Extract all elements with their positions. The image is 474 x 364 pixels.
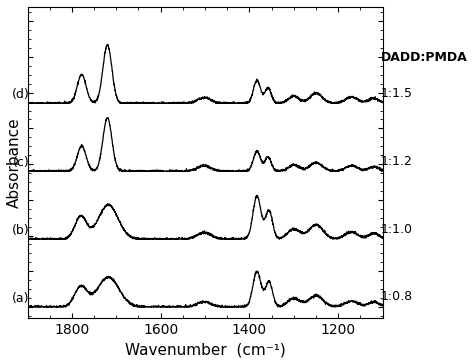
Text: 1:0.8: 1:0.8 [380, 290, 412, 303]
Text: 1:1.0: 1:1.0 [380, 222, 412, 236]
X-axis label: Wavenumber  (cm⁻¹): Wavenumber (cm⁻¹) [125, 342, 285, 357]
Text: 1:1.2: 1:1.2 [380, 155, 412, 168]
Y-axis label: Absorbance: Absorbance [7, 117, 22, 207]
Text: (a): (a) [12, 292, 30, 305]
Text: (b): (b) [12, 224, 30, 237]
Text: (d): (d) [12, 88, 30, 101]
Text: DADD:PMDA: DADD:PMDA [380, 51, 467, 64]
Text: 1:1.5: 1:1.5 [380, 87, 412, 100]
Text: (c): (c) [13, 156, 30, 169]
